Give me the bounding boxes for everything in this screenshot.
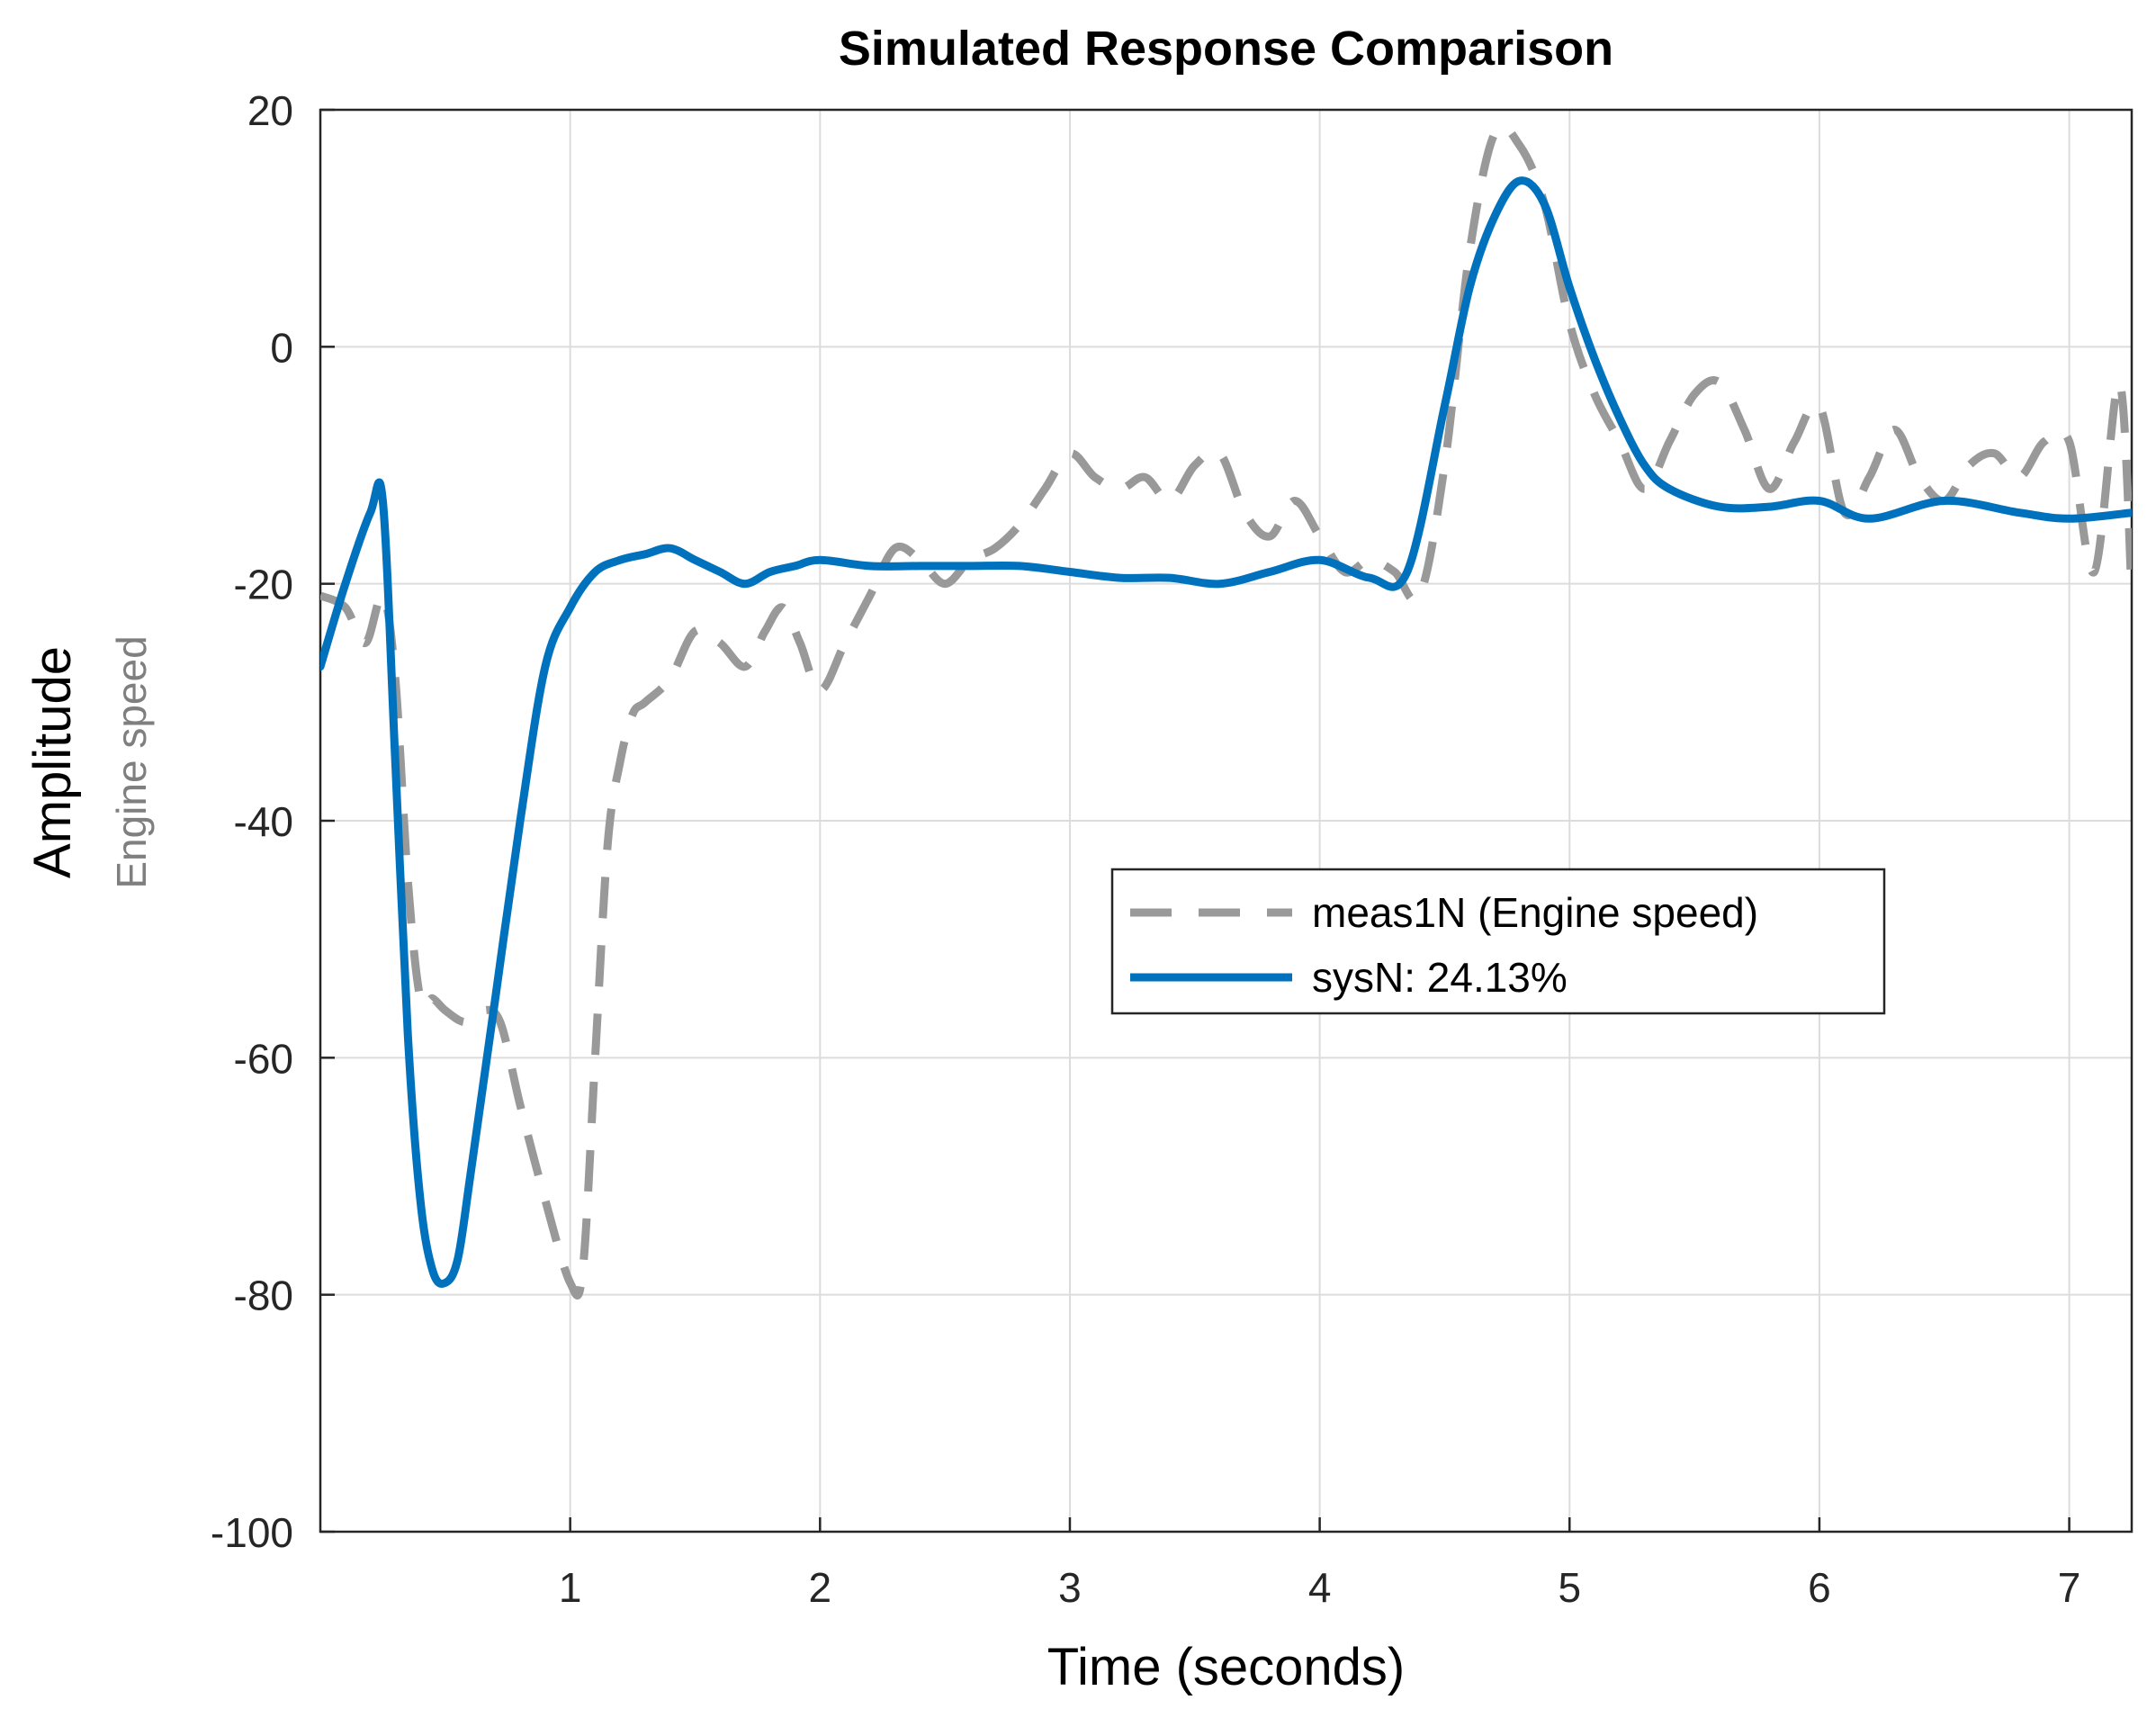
series-meas1n-line: [320, 121, 2132, 1300]
series-sysn-line: [320, 176, 2132, 1289]
x-axis-label: Time (seconds): [1047, 1638, 1406, 1696]
legend-entry-sysn: sysN: 24.13%: [1312, 954, 1568, 1001]
y-axis-label: Amplitude: [23, 646, 82, 878]
legend: meas1N (Engine speed) sysN: 24.13%: [1110, 868, 1886, 1015]
y-tick-label: -60: [234, 1035, 293, 1082]
y-axis-sublabel: Engine speed: [108, 635, 155, 888]
x-tick-label: 2: [809, 1564, 832, 1611]
tick-labels: 1 2 3 4 5 6 7 -100 -80 -60 -40 -20 0 20: [211, 87, 2080, 1611]
series-layer: [320, 121, 2132, 1300]
x-tick-label: 3: [1058, 1564, 1082, 1611]
x-tick-label: 5: [1558, 1564, 1581, 1611]
legend-entry-meas1n: meas1N (Engine speed): [1312, 889, 1758, 936]
x-tick-label: 1: [559, 1564, 582, 1611]
y-tick-label: 20: [247, 87, 293, 134]
y-tick-label: -80: [234, 1273, 293, 1319]
y-tick-label: -40: [234, 798, 293, 845]
y-tick-label: 0: [270, 324, 293, 371]
legend-box: [1110, 868, 1886, 1015]
chart-title: Simulated Response Comparison: [839, 22, 1613, 76]
x-tick-label: 4: [1308, 1564, 1332, 1611]
y-tick-label: -20: [234, 562, 293, 608]
y-tick-label: -100: [211, 1509, 293, 1556]
x-tick-label: 6: [1808, 1564, 1831, 1611]
x-tick-label: 7: [2058, 1564, 2081, 1611]
grid: [320, 110, 2132, 1532]
